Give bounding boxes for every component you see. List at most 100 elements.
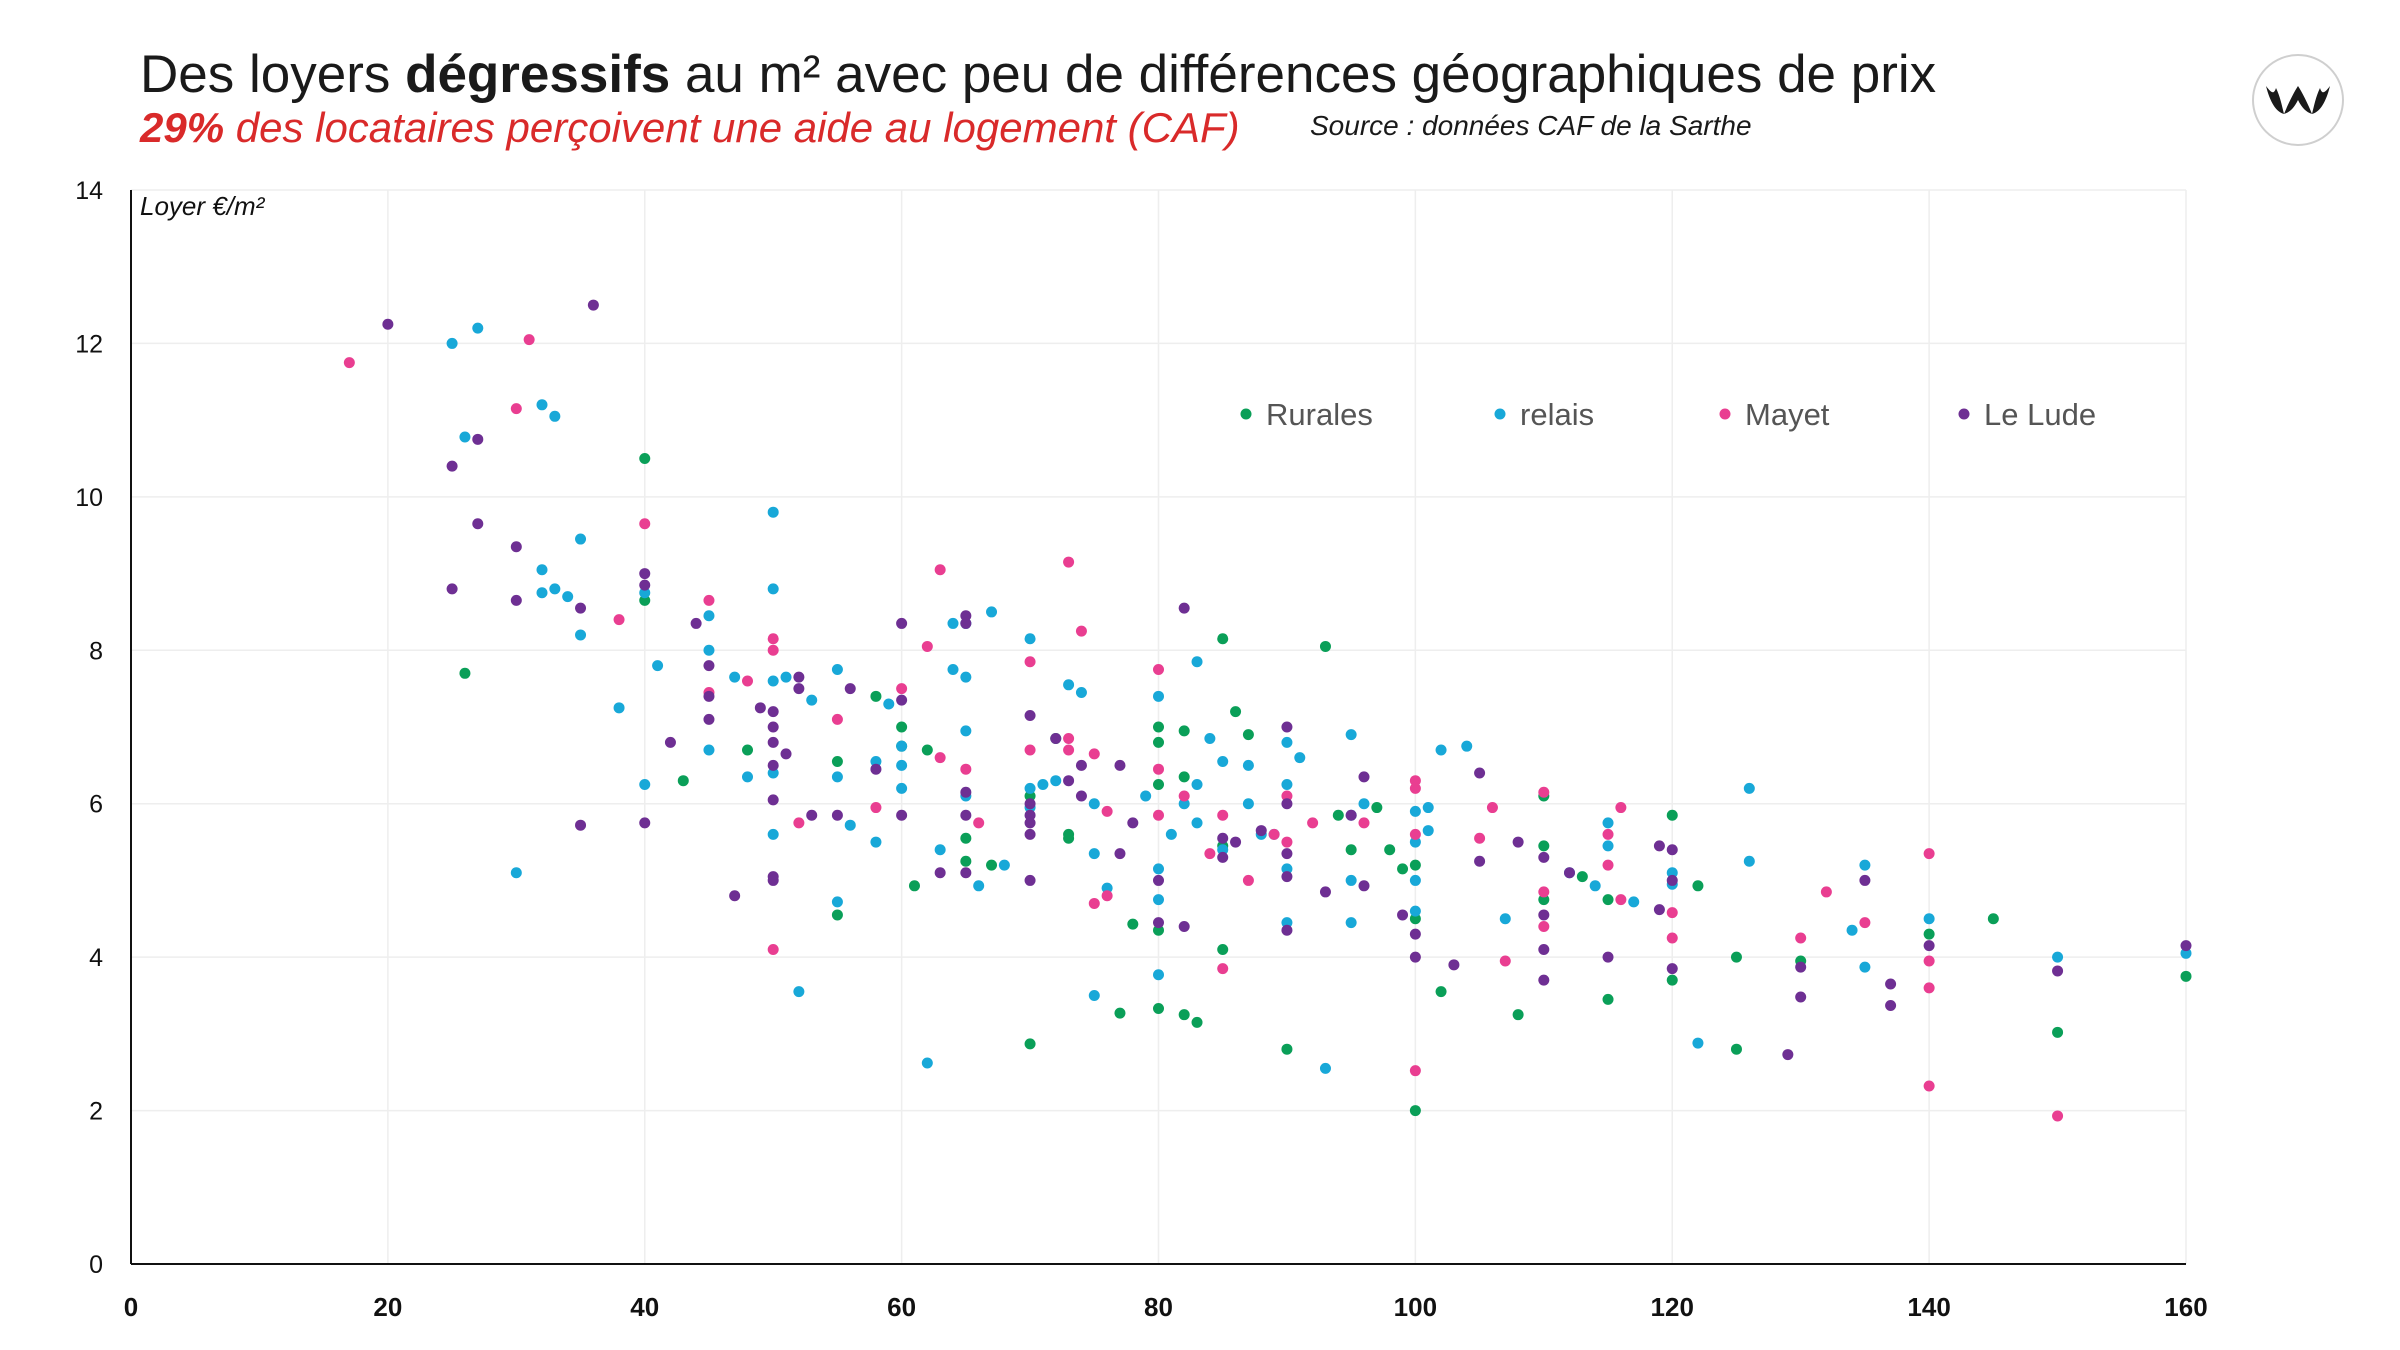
data-point bbox=[549, 410, 561, 422]
data-point bbox=[1782, 1049, 1794, 1061]
x-tick-label: 40 bbox=[630, 1292, 659, 1322]
data-point bbox=[446, 583, 458, 595]
data-point bbox=[1358, 771, 1370, 783]
data-point bbox=[896, 740, 908, 752]
data-point bbox=[1692, 1037, 1704, 1049]
data-point bbox=[1281, 924, 1293, 936]
data-point bbox=[896, 809, 908, 821]
data-point bbox=[1242, 798, 1254, 810]
data-point bbox=[1435, 986, 1447, 998]
data-point bbox=[1859, 874, 1871, 886]
data-point bbox=[1153, 779, 1164, 791]
legend-marker bbox=[1719, 408, 1731, 420]
data-point bbox=[1987, 913, 1999, 925]
data-point bbox=[1230, 706, 1242, 718]
data-point bbox=[1281, 736, 1293, 748]
legend-item: Rurales bbox=[1240, 397, 1373, 432]
data-point bbox=[1075, 686, 1087, 698]
data-point bbox=[1692, 880, 1704, 892]
data-point bbox=[1538, 851, 1550, 863]
data-point bbox=[1422, 802, 1434, 814]
data-point bbox=[2180, 970, 2192, 982]
data-point bbox=[767, 721, 779, 733]
data-point bbox=[921, 744, 933, 756]
series-mayet bbox=[343, 334, 2064, 1122]
data-point bbox=[639, 579, 651, 591]
data-point bbox=[575, 819, 587, 831]
data-point bbox=[703, 690, 715, 702]
data-point bbox=[947, 617, 959, 629]
data-point bbox=[742, 675, 753, 687]
data-point bbox=[1885, 999, 1897, 1011]
data-point bbox=[1358, 817, 1370, 829]
data-point bbox=[1191, 779, 1203, 791]
data-point bbox=[1358, 880, 1370, 892]
data-point bbox=[831, 771, 843, 783]
data-point bbox=[1153, 863, 1164, 875]
data-point bbox=[1589, 880, 1601, 892]
data-point bbox=[2052, 1110, 2064, 1122]
data-point bbox=[831, 909, 843, 921]
data-point bbox=[1024, 809, 1036, 821]
data-point bbox=[844, 819, 856, 831]
data-point bbox=[1063, 832, 1075, 844]
data-point bbox=[960, 786, 972, 798]
data-point bbox=[1666, 809, 1678, 821]
data-point bbox=[549, 583, 561, 595]
data-point bbox=[1795, 991, 1807, 1003]
data-point bbox=[806, 809, 818, 821]
data-point bbox=[1538, 840, 1550, 852]
y-tick-label: 2 bbox=[89, 1098, 103, 1126]
data-point bbox=[754, 702, 766, 714]
legend-marker bbox=[1240, 408, 1252, 420]
data-point bbox=[767, 706, 779, 718]
data-point bbox=[1281, 790, 1293, 802]
data-point bbox=[1653, 840, 1665, 852]
data-point bbox=[1024, 709, 1036, 721]
data-point bbox=[1268, 828, 1280, 840]
data-point bbox=[1409, 805, 1421, 817]
x-tick-label: 120 bbox=[1651, 1292, 1694, 1322]
data-point bbox=[767, 759, 779, 771]
data-point bbox=[986, 606, 998, 618]
data-point bbox=[1204, 848, 1216, 860]
data-point bbox=[536, 587, 548, 599]
data-point bbox=[510, 594, 522, 606]
y-tick-label: 10 bbox=[75, 484, 103, 512]
data-point bbox=[870, 690, 882, 702]
data-point bbox=[1923, 940, 1935, 952]
data-point bbox=[343, 357, 355, 369]
data-point bbox=[1075, 759, 1087, 771]
data-point bbox=[1063, 556, 1075, 568]
data-point bbox=[1332, 809, 1344, 821]
data-point bbox=[1409, 859, 1421, 871]
data-point bbox=[1281, 871, 1293, 883]
data-point bbox=[1923, 928, 1935, 940]
data-point bbox=[780, 671, 792, 683]
legend-marker bbox=[1958, 408, 1970, 420]
data-point bbox=[1153, 917, 1164, 929]
data-point bbox=[1114, 759, 1126, 771]
data-point bbox=[1217, 756, 1229, 768]
data-point bbox=[1217, 851, 1229, 863]
data-point bbox=[1281, 779, 1293, 791]
data-point bbox=[1409, 951, 1421, 963]
data-point bbox=[575, 602, 587, 614]
data-point bbox=[729, 671, 741, 683]
data-point bbox=[960, 832, 972, 844]
legend-label: relais bbox=[1520, 397, 1594, 432]
series-rurales bbox=[459, 453, 2192, 1117]
data-point bbox=[1101, 805, 1113, 817]
data-point bbox=[536, 399, 548, 411]
data-point bbox=[1384, 844, 1396, 856]
legend-item: relais bbox=[1494, 397, 1594, 432]
data-point bbox=[793, 817, 805, 829]
data-point bbox=[1294, 752, 1306, 764]
x-tick-label: 160 bbox=[2164, 1292, 2207, 1322]
x-tick-label: 60 bbox=[887, 1292, 916, 1322]
data-point bbox=[896, 782, 908, 794]
data-point bbox=[934, 564, 946, 576]
data-point bbox=[382, 318, 394, 330]
data-point bbox=[1538, 920, 1550, 932]
data-point bbox=[1512, 836, 1524, 848]
